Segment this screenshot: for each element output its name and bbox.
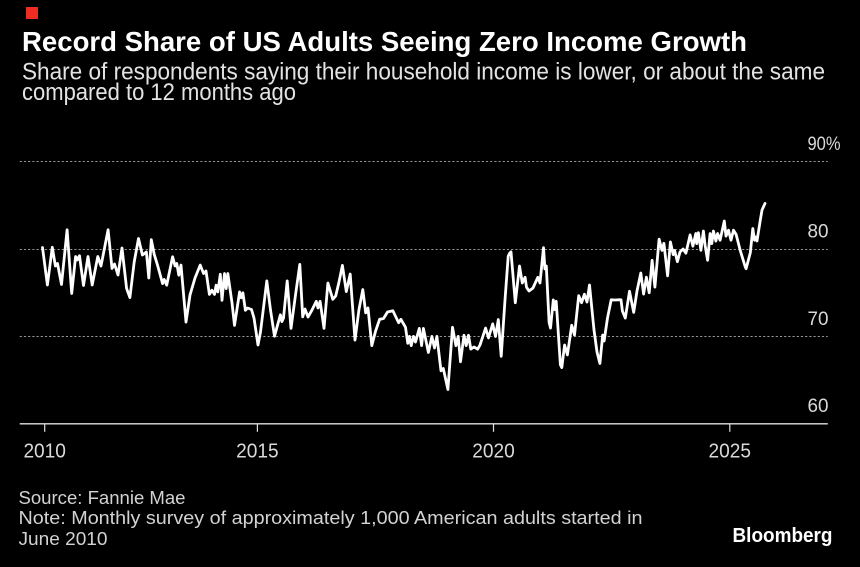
svg-text:60: 60 xyxy=(808,396,829,417)
svg-text:90%: 90% xyxy=(808,134,841,155)
svg-text:Record Share of US Adults Seei: Record Share of US Adults Seeing Zero In… xyxy=(22,26,747,57)
svg-text:2020: 2020 xyxy=(472,441,515,463)
svg-text:Bloomberg: Bloomberg xyxy=(733,525,833,547)
svg-text:June 2010: June 2010 xyxy=(19,529,108,549)
svg-text:80: 80 xyxy=(808,222,829,243)
svg-text:2015: 2015 xyxy=(236,441,279,463)
svg-text:Note: Monthly survey of approx: Note: Monthly survey of approximately 1,… xyxy=(19,508,643,528)
svg-text:compared to 12 months ago: compared to 12 months ago xyxy=(22,79,296,106)
svg-text:70: 70 xyxy=(808,309,829,330)
svg-text:Share of respondents saying th: Share of respondents saying their househ… xyxy=(22,59,825,86)
svg-text:2025: 2025 xyxy=(709,441,752,463)
svg-text:2010: 2010 xyxy=(23,441,66,463)
svg-text:Source: Fannie Mae: Source: Fannie Mae xyxy=(19,488,186,508)
